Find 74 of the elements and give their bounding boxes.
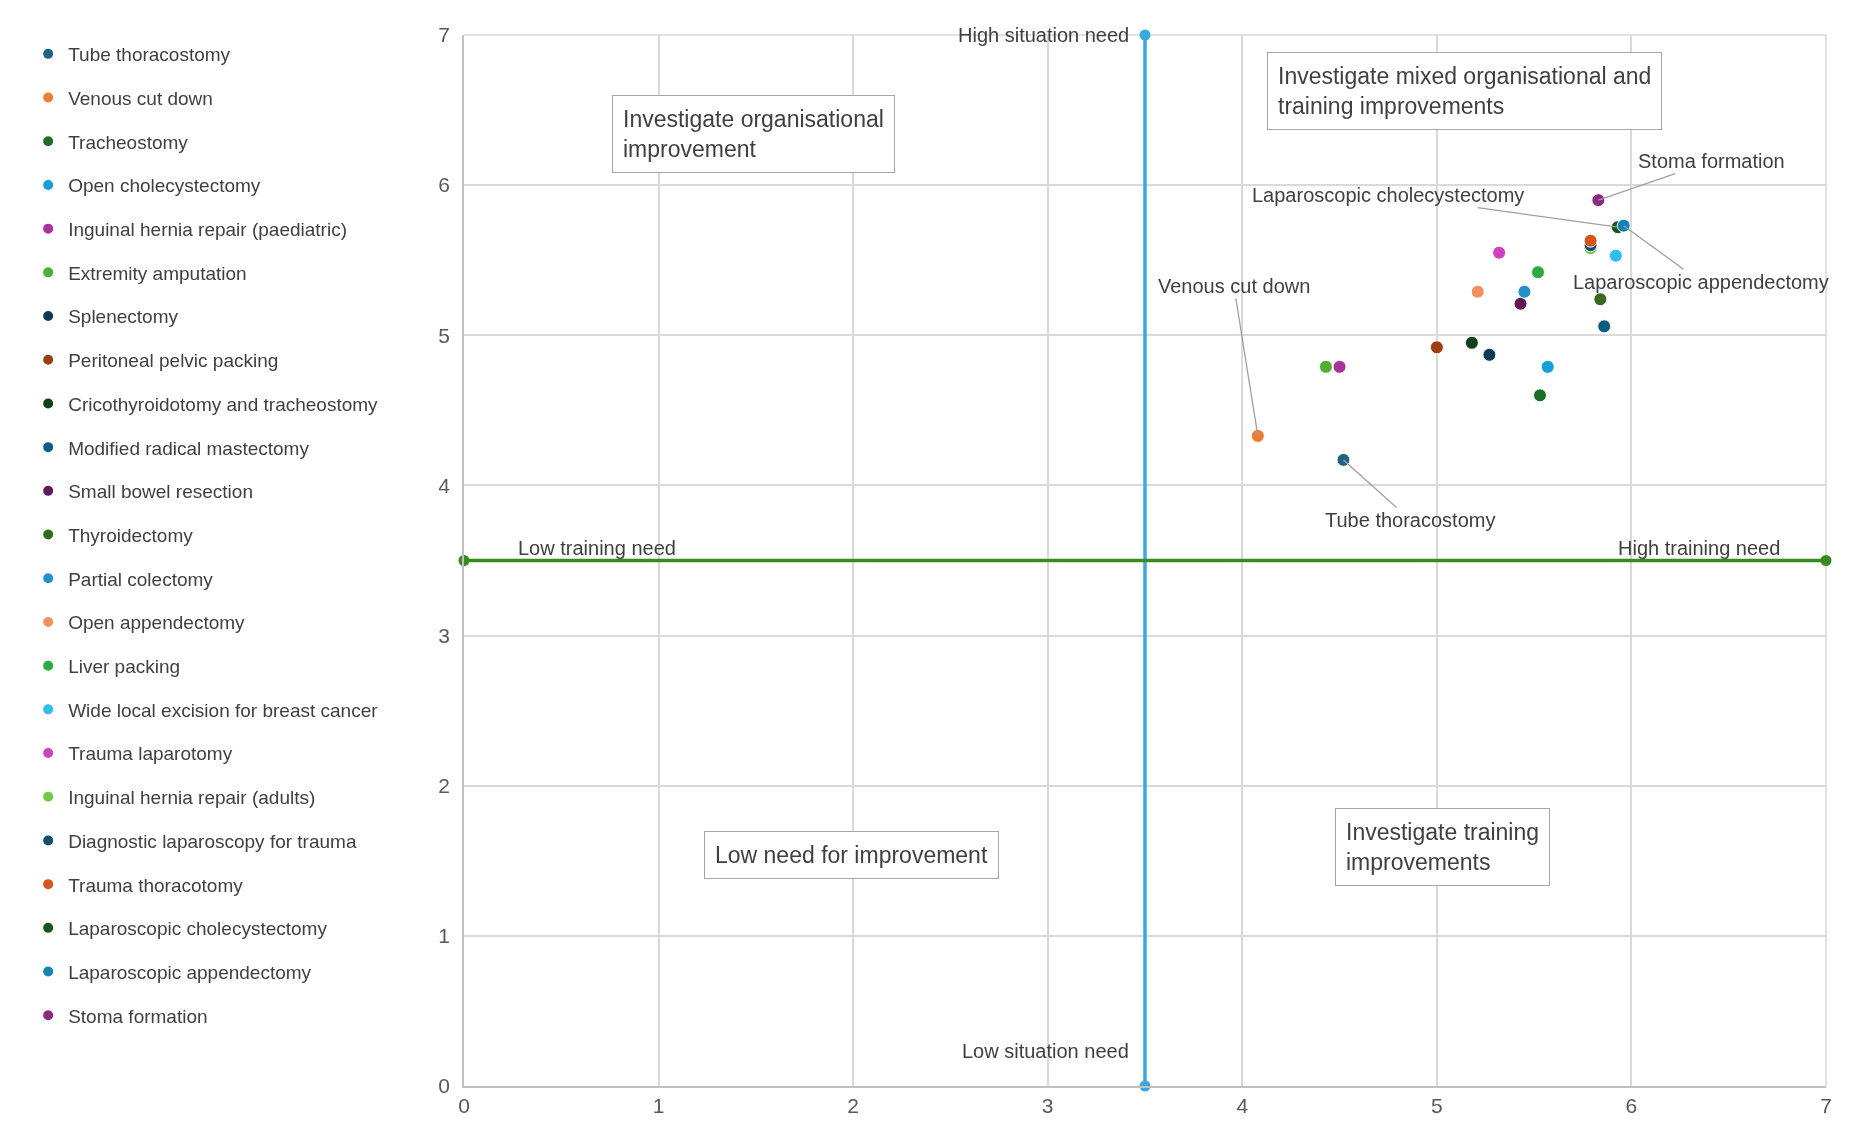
point <box>1464 335 1479 350</box>
annotation: Stoma formation <box>1638 150 1785 172</box>
point <box>1139 29 1151 41</box>
legend-label: Open appendectomy <box>68 612 246 634</box>
point <box>1820 555 1832 566</box>
legend-label: Partial colectomy <box>68 568 214 590</box>
legend-label: Diagnostic laparoscopy for trauma <box>68 830 357 852</box>
annotation: Low need for improvement <box>715 842 988 868</box>
point <box>1597 319 1612 334</box>
legend-label: Thyroidectomy <box>68 524 194 546</box>
point <box>1540 359 1555 374</box>
annotation: Tube thoracostomy <box>1325 509 1496 531</box>
x-tick-label: 2 <box>847 1093 859 1117</box>
legend-label: Laparoscopic appendectomy <box>68 961 312 983</box>
y-tick-label: 4 <box>438 473 451 497</box>
legend-label: Trauma laparotomy <box>68 743 233 765</box>
y-tick-label: 6 <box>438 173 451 197</box>
y-tick-label: 0 <box>438 1074 451 1098</box>
legend-label: Stoma formation <box>68 1005 208 1027</box>
annotation: Venous cut down <box>1158 275 1311 297</box>
x-tick-label: 3 <box>1041 1093 1054 1117</box>
point <box>1250 428 1265 443</box>
y-tick-label: 2 <box>438 774 451 798</box>
point <box>1492 245 1507 260</box>
legend-label: Small bowel resection <box>68 481 253 503</box>
legend-label: Open cholecystectomy <box>68 175 261 197</box>
legend-label: Wide local excision for breast cancer <box>68 699 379 721</box>
legend-label: Extremity amputation <box>68 262 247 284</box>
y-tick-label: 5 <box>438 323 451 347</box>
point <box>1608 248 1623 263</box>
annotation: Investigate training improvements <box>1346 819 1540 875</box>
legend-label: Inguinal hernia repair (paediatric) <box>68 219 347 241</box>
point <box>1332 359 1347 374</box>
point <box>1591 193 1606 208</box>
x-tick-label: 1 <box>652 1093 665 1117</box>
point <box>1517 284 1532 299</box>
annotation: Laparoscopic cholecystectomy <box>1252 184 1525 206</box>
point <box>1532 388 1547 403</box>
x-tick-label: 0 <box>458 1093 470 1117</box>
annotation: High situation need <box>958 24 1130 46</box>
annotation: Investigate organisational improvement <box>623 106 884 162</box>
legend-label: Tube thoracostomy <box>68 44 231 66</box>
y-tick-label: 7 <box>438 23 451 47</box>
legend-label: Venous cut down <box>68 87 213 109</box>
legend-label: Liver packing <box>68 656 181 678</box>
legend-label: Laparoscopic cholecystectomy <box>68 918 328 940</box>
legend-label: Tracheostomy <box>68 131 189 153</box>
point <box>1583 233 1598 248</box>
point <box>1616 218 1631 233</box>
point <box>1470 284 1485 299</box>
x-tick-label: 4 <box>1236 1093 1249 1117</box>
x-tick-label: 5 <box>1431 1093 1443 1117</box>
point <box>1336 452 1351 467</box>
annotation: Low situation need <box>962 1040 1129 1062</box>
annotation: Investigate mixed organisational and training improvements <box>1278 63 1652 119</box>
legend-label: Modified radical mastectomy <box>68 437 310 459</box>
point <box>1482 347 1497 362</box>
legend-label: Cricothyroidotomy and tracheostomy <box>68 393 379 415</box>
x-tick-label: 6 <box>1625 1093 1638 1117</box>
point <box>1531 265 1546 280</box>
annotation: Laparoscopic appendectomy <box>1573 271 1829 293</box>
y-tick-label: 3 <box>438 623 451 647</box>
annotation: Low training need <box>518 537 676 559</box>
point <box>1513 296 1528 311</box>
legend-label: Trauma thoracotomy <box>68 874 244 896</box>
annotation: High training need <box>1618 537 1781 559</box>
y-tick-label: 1 <box>438 924 451 948</box>
legend-label: Splenectomy <box>68 306 179 328</box>
point <box>1593 292 1608 307</box>
x-tick-label: 7 <box>1820 1093 1832 1117</box>
point <box>1429 340 1444 355</box>
point <box>1318 359 1333 374</box>
legend-label: Inguinal hernia repair (adults) <box>68 787 316 809</box>
legend-label: Peritoneal pelvic packing <box>68 350 279 372</box>
